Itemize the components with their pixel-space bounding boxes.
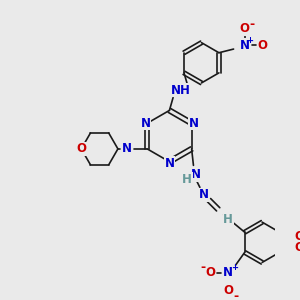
Text: -: - <box>233 290 238 300</box>
Text: N: N <box>122 142 132 155</box>
Text: H: H <box>223 213 233 226</box>
Text: O: O <box>258 39 268 52</box>
Text: N: N <box>191 168 201 181</box>
Text: -: - <box>249 18 254 31</box>
Text: H: H <box>182 172 192 186</box>
Text: NH: NH <box>170 84 190 97</box>
Text: N: N <box>140 117 150 130</box>
Text: N: N <box>188 117 199 130</box>
Text: N: N <box>164 157 174 170</box>
Text: O: O <box>240 22 250 35</box>
Text: O: O <box>295 230 300 243</box>
Text: +: + <box>231 262 238 272</box>
Text: N: N <box>240 39 250 52</box>
Text: O: O <box>223 284 233 297</box>
Text: +: + <box>247 36 254 45</box>
Text: O: O <box>76 142 86 155</box>
Text: N: N <box>199 188 208 201</box>
Text: O: O <box>205 266 215 279</box>
Text: -: - <box>200 261 205 274</box>
Text: O: O <box>295 241 300 254</box>
Text: N: N <box>223 266 233 279</box>
